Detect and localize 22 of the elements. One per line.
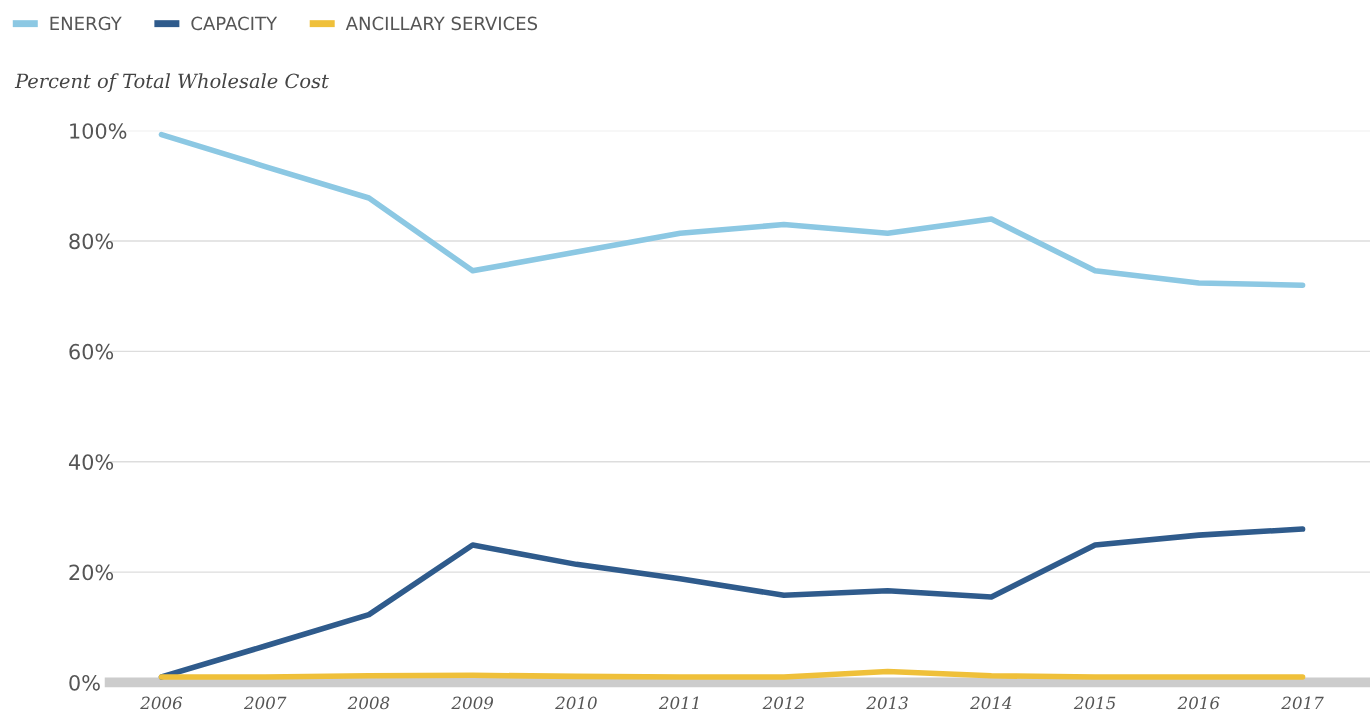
- x-tick-label: 2013: [866, 696, 908, 710]
- x-tick-label: 2007: [243, 696, 287, 710]
- x-tick-label: 2009: [451, 696, 494, 710]
- x-tick-label: 2016: [1177, 696, 1220, 710]
- y-tick-label: 40%: [68, 454, 114, 470]
- y-tick-label: 80%: [69, 233, 114, 250]
- y-tick-label: 20%: [69, 564, 114, 581]
- legend-label: ENERGY: [50, 16, 122, 31]
- x-tick-label: 2017: [1281, 696, 1324, 710]
- x-tick-label: 2015: [1073, 696, 1116, 710]
- x-tick-label: 2010: [555, 696, 597, 710]
- y-tick-label: 0%: [69, 674, 100, 691]
- y-axis-title: Percent of Total Wholesale Cost: [14, 73, 329, 93]
- x-tick-label: 2008: [347, 696, 390, 710]
- legend-label: ANCILLARY SERVICES: [345, 16, 538, 31]
- x-tick-label: 2014: [970, 696, 1012, 710]
- x-tick-label: 2006: [140, 696, 183, 710]
- y-tick-label: 100%: [70, 123, 127, 139]
- legend-label: CAPACITY: [191, 16, 278, 31]
- x-tick-label: 2011: [658, 696, 699, 710]
- y-tick-label: 60%: [69, 343, 114, 360]
- x-tick-label: 2012: [762, 696, 804, 710]
